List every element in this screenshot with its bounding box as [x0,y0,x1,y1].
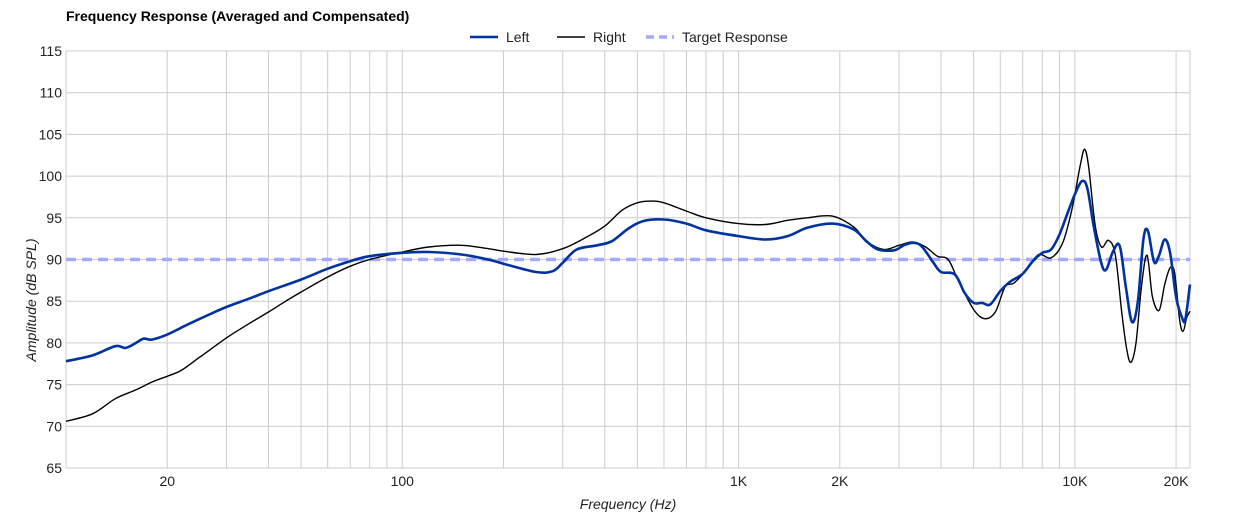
legend-label-left: Left [506,29,529,45]
x-tick-label: 20 [159,473,175,489]
x-axis-title: Frequency (Hz) [580,496,676,512]
y-tick-label: 110 [40,85,63,101]
y-tick-label: 90 [46,252,62,268]
x-tick-label: 20K [1164,473,1190,489]
y-tick-label: 95 [46,210,62,226]
x-tick-label: 2K [831,473,849,489]
series-layer [65,148,1192,422]
y-tick-label: 100 [39,168,63,184]
series-line-right [65,148,1191,422]
legend-label-right: Right [593,29,626,45]
legend: Left Right Target Response [470,29,788,45]
chart-title: Frequency Response (Averaged and Compens… [66,8,409,24]
x-tick-label: 100 [391,473,415,489]
x-tick-label: 10K [1062,473,1088,489]
y-axis-title: Amplitude (dB SPL) [23,239,39,363]
y-tick-label: 85 [46,293,62,309]
x-tick-labels: 20 100 1K 2K 10K 20K [159,473,1189,489]
y-tick-label: 75 [46,377,62,393]
y-tick-label: 80 [46,335,62,351]
grid [65,50,1191,469]
x-tick-label: 1K [730,473,748,489]
y-tick-label: 105 [39,126,63,142]
legend-label-target-response: Target Response [682,29,788,45]
y-tick-label: 115 [40,43,63,59]
y-tick-label: 70 [46,418,62,434]
series-line-left [65,179,1192,363]
y-tick-labels: 65 70 75 80 85 90 95 100 105 110 115 [39,43,63,476]
y-tick-label: 65 [46,460,62,476]
